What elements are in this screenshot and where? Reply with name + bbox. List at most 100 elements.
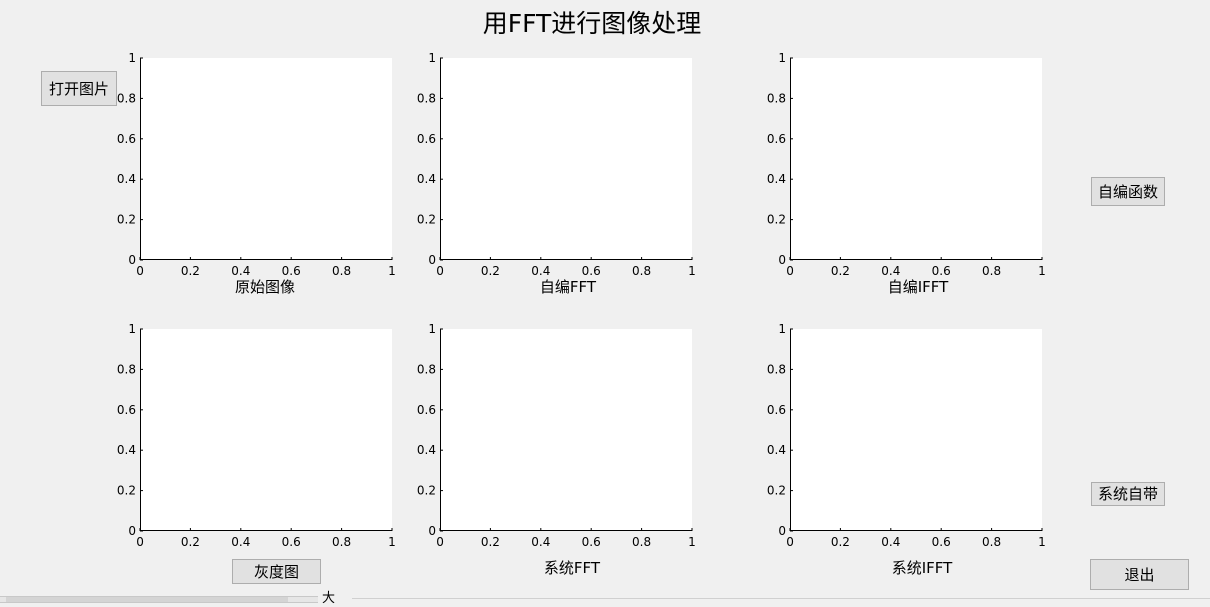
x-tick-label: 0.8: [632, 535, 651, 549]
y-tick-label: 0.8: [767, 362, 786, 376]
x-tick-label: 0: [136, 535, 144, 549]
y-tick-label: 0.8: [117, 91, 136, 105]
bottom-divider: [352, 598, 1210, 599]
y-tick-label: 0.2: [767, 484, 786, 498]
axes-builtin-fft: 0 0.2 0.4 0.6 0.8 1 0 0.2 0.4 0.6 0.8 1: [417, 322, 696, 549]
y-tick-label: 0.2: [767, 213, 786, 227]
y-tick-label: 0.4: [117, 172, 136, 186]
x-tick-label: 0.8: [332, 535, 351, 549]
axes-custom-ifft: 0 0.2 0.4 0.6 0.8 1 0 0.2 0.4 0.6 0.8 1: [767, 51, 1046, 278]
x-tick-label: 0.2: [181, 264, 200, 278]
horizontal-scrollbar[interactable]: [0, 596, 318, 603]
axes-canvas: 0 0.2 0.4 0.6 0.8 1 0 0.2 0.4 0.6 0.8 1: [117, 322, 396, 549]
x-tick-label: 1: [1038, 264, 1046, 278]
x-tick-label: 0.6: [282, 535, 301, 549]
y-tick-label: 0: [128, 524, 136, 538]
y-tick-label: 1: [778, 51, 786, 65]
exit-button[interactable]: 退出: [1090, 559, 1189, 590]
y-tick-label: 0.6: [767, 403, 786, 417]
bottom-tab: 大: [322, 591, 336, 606]
x-tick-label: 0.2: [481, 264, 500, 278]
x-tick-label: 0.4: [881, 535, 900, 549]
y-tick-label: 0: [428, 524, 436, 538]
axes-canvas: 0 0.2 0.4 0.6 0.8 1 0 0.2 0.4 0.6 0.8 1: [417, 322, 696, 549]
y-tick-label: 0.6: [117, 132, 136, 146]
x-tick-label: 1: [688, 535, 696, 549]
y-tick-label: 1: [428, 322, 436, 336]
y-tick-label: 0.6: [117, 403, 136, 417]
y-tick-label: 0.4: [767, 172, 786, 186]
y-tick-label: 1: [128, 322, 136, 336]
plot-area: [790, 58, 1042, 260]
y-tick-label: 1: [128, 51, 136, 65]
x-tick-label: 0: [786, 264, 794, 278]
y-tick-label: 0.8: [417, 362, 436, 376]
y-tick-label: 0.2: [117, 484, 136, 498]
y-tick-label: 0.6: [767, 132, 786, 146]
x-tick-label: 0.8: [982, 535, 1001, 549]
axes-canvas: 0 0.2 0.4 0.6 0.8 1 0 0.2 0.4 0.6 0.8 1: [117, 51, 396, 278]
y-tick-label: 0.6: [417, 132, 436, 146]
y-tick-label: 0: [778, 253, 786, 267]
x-tick-label: 0.8: [332, 264, 351, 278]
scrollbar-thumb[interactable]: [6, 597, 288, 602]
y-tick-label: 0.4: [417, 443, 436, 457]
x-tick-label: 0.4: [531, 535, 550, 549]
y-tick-label: 1: [428, 51, 436, 65]
y-tick-label: 0.6: [417, 403, 436, 417]
plot-area: [140, 58, 392, 260]
plot-area: [790, 329, 1042, 531]
x-tick-label: 0.8: [982, 264, 1001, 278]
axes-canvas: 0 0.2 0.4 0.6 0.8 1 0 0.2 0.4 0.6 0.8 1: [767, 322, 1046, 549]
x-tick-label: 0.2: [831, 264, 850, 278]
x-tick-label: 0.6: [932, 535, 951, 549]
axes-canvas: 0 0.2 0.4 0.6 0.8 1 0 0.2 0.4 0.6 0.8 1: [767, 51, 1046, 278]
x-tick-label: 1: [688, 264, 696, 278]
y-tick-label: 0.8: [117, 362, 136, 376]
x-tick-label: 0.8: [632, 264, 651, 278]
open-image-button[interactable]: 打开图片: [41, 71, 117, 106]
axes-original-image: 0 0.2 0.4 0.6 0.8 1 0 0.2 0.4 0.6 0.8 1: [117, 51, 396, 278]
x-tick-label: 1: [388, 264, 396, 278]
x-tick-label: 0.2: [831, 535, 850, 549]
plot-area: [140, 329, 392, 531]
y-tick-label: 0.2: [417, 213, 436, 227]
y-tick-label: 1: [778, 322, 786, 336]
x-tick-label: 0.4: [531, 264, 550, 278]
x-tick-label: 0.6: [582, 535, 601, 549]
y-tick-label: 0.4: [767, 443, 786, 457]
x-tick-label: 0.6: [932, 264, 951, 278]
y-tick-label: 0.2: [117, 213, 136, 227]
axes-label-custom-fft: 自编FFT: [539, 278, 597, 296]
y-tick-label: 0.4: [117, 443, 136, 457]
x-tick-label: 1: [388, 535, 396, 549]
x-tick-label: 0.6: [282, 264, 301, 278]
y-tick-label: 0.4: [417, 172, 436, 186]
x-tick-label: 0: [436, 264, 444, 278]
y-tick-label: 0: [128, 253, 136, 267]
axes-label-builtin-fft: 系统FFT: [543, 559, 601, 577]
y-tick-label: 0: [778, 524, 786, 538]
x-tick-label: 0.4: [231, 535, 250, 549]
plot-area: [440, 58, 692, 260]
y-tick-label: 0.8: [417, 91, 436, 105]
axes-custom-fft: 0 0.2 0.4 0.6 0.8 1 0 0.2 0.4 0.6 0.8 1: [417, 51, 696, 278]
axes-label-custom-ifft: 自编IFFT: [887, 278, 949, 296]
x-tick-label: 0: [786, 535, 794, 549]
axes-canvas: 0 0.2 0.4 0.6 0.8 1 0 0.2 0.4 0.6 0.8 1: [417, 51, 696, 278]
grayscale-button[interactable]: 灰度图: [232, 559, 321, 584]
axes-label-builtin-ifft: 系统IFFT: [891, 559, 953, 577]
plot-area: [440, 329, 692, 531]
x-tick-label: 0.4: [881, 264, 900, 278]
x-tick-label: 0.4: [231, 264, 250, 278]
y-tick-label: 0.2: [417, 484, 436, 498]
axes-label-original-image: 原始图像: [234, 278, 295, 296]
x-tick-label: 0: [136, 264, 144, 278]
x-tick-label: 0.6: [582, 264, 601, 278]
y-tick-label: 0.8: [767, 91, 786, 105]
axes-builtin-ifft: 0 0.2 0.4 0.6 0.8 1 0 0.2 0.4 0.6 0.8 1: [767, 322, 1046, 549]
custom-function-button[interactable]: 自编函数: [1091, 177, 1165, 206]
x-tick-label: 0.2: [481, 535, 500, 549]
builtin-function-button[interactable]: 系统自带: [1091, 482, 1165, 506]
page-title: 用FFT进行图像处理: [482, 9, 702, 38]
